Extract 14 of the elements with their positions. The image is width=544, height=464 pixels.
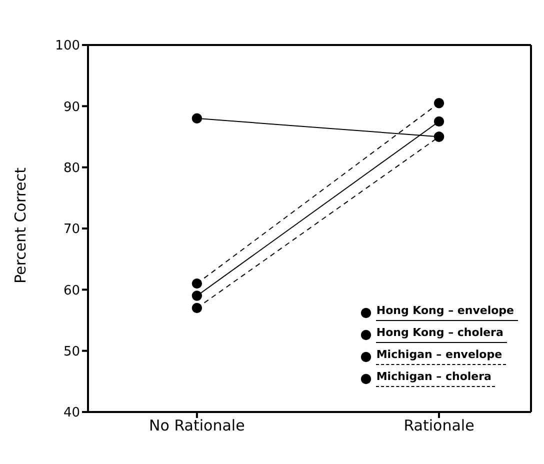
y-tick-label: 100 [55,38,80,54]
y-tick-label: 70 [63,222,80,238]
y-axis-title: Percent Correct [11,167,30,284]
y-tick-label: 50 [63,344,80,360]
x-tick-label: Rationale [404,416,474,435]
legend-label: Michigan – envelope [376,348,502,361]
y-tick-label: 90 [63,100,80,115]
y-tick-label: 60 [63,283,80,298]
legend-label: Hong Kong – cholera [376,326,504,339]
legend-label: Hong Kong – envelope [376,304,514,317]
y-tick-label: 40 [63,406,80,421]
y-tick-label: 80 [63,160,80,176]
legend-label: Michigan – cholera [376,370,492,383]
x-tick-label: No Rationale [149,416,245,435]
